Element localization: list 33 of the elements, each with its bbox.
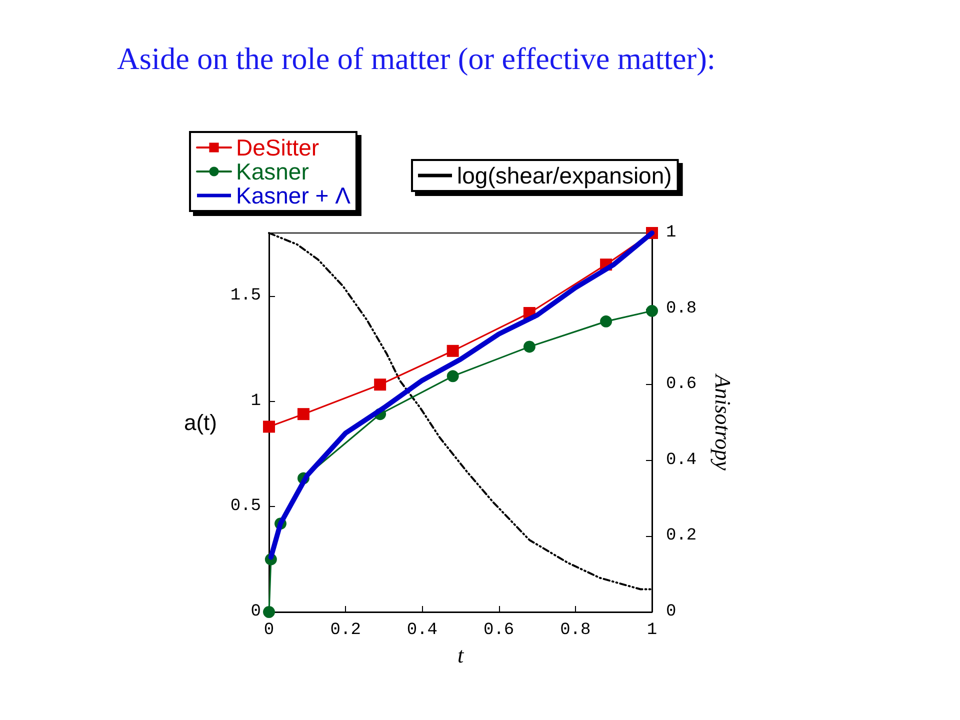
y2-tick-label: 0.2 <box>666 526 697 546</box>
y2-tick-label: 1 <box>666 224 676 242</box>
point <box>600 315 612 328</box>
point <box>523 340 536 353</box>
x-tick-label: 0 <box>264 621 274 640</box>
legend-label: Kasner <box>236 158 310 184</box>
x-tick-label: 0.2 <box>330 621 361 640</box>
legend-label: DeSitter <box>236 134 320 160</box>
point <box>446 370 459 382</box>
point <box>297 408 310 420</box>
y2-axis-title: Anisotropy <box>710 372 736 471</box>
x-tick-label: 1 <box>646 621 658 640</box>
y2-tick-label: 0.8 <box>666 299 697 318</box>
x-tick-label: 0.6 <box>483 621 514 640</box>
y2-tick-label: 0 <box>666 602 676 622</box>
y2-tick-label: 0.4 <box>666 450 697 470</box>
legend-label: Kasner + Λ <box>236 182 352 208</box>
point <box>374 378 386 391</box>
x-tick-label: 0.4 <box>406 621 438 640</box>
y-tick-label: 0.5 <box>230 497 261 516</box>
y2-tick-label: 0.6 <box>666 375 697 394</box>
legend-label: log(shear/expansion) <box>457 162 672 188</box>
y-tick-label: 0 <box>250 602 261 622</box>
x-axis-title: t <box>457 642 464 668</box>
point <box>446 344 459 357</box>
y-tick-label: 1.5 <box>230 286 261 306</box>
y-axis-title: a(t) <box>184 410 217 435</box>
chart-title: Aside on the role of matter (or effective matter): <box>117 41 716 76</box>
point <box>646 304 658 317</box>
point <box>263 606 275 618</box>
x-tick-label: 0.8 <box>560 621 591 640</box>
y-tick-label: 1 <box>250 392 261 411</box>
point <box>263 420 275 433</box>
